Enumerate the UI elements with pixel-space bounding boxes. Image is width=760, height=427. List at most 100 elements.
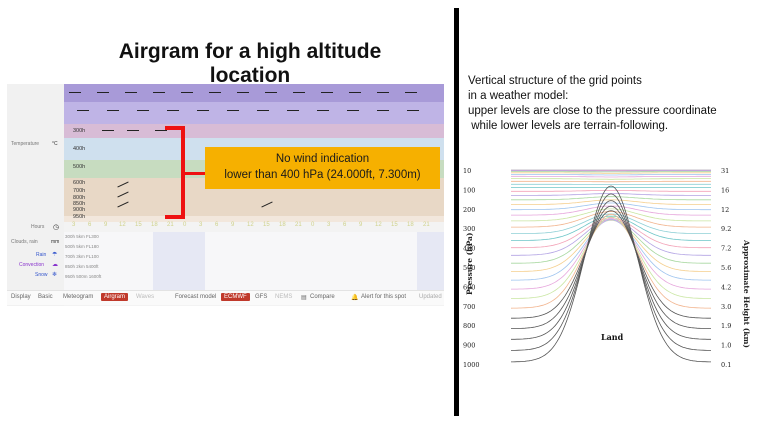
rain-icon: ☂ bbox=[52, 252, 58, 258]
meteogram-button[interactable]: Meteogram bbox=[63, 294, 94, 300]
vertical-divider bbox=[454, 8, 459, 416]
pressure-tick: 200 bbox=[463, 206, 475, 214]
description-line: Vertical structure of the grid points bbox=[468, 75, 642, 87]
hour-tick: 21 bbox=[167, 222, 174, 228]
height-tick: 5.6 bbox=[721, 264, 731, 272]
wind-barb bbox=[155, 130, 167, 131]
level-line bbox=[511, 193, 711, 351]
wind-barb bbox=[265, 92, 277, 93]
height-tick: 16 bbox=[721, 186, 729, 194]
red-brace-pointer bbox=[183, 172, 207, 175]
band-lavender bbox=[64, 102, 444, 124]
levels-svg: 10 100 200 300 400 500 600 700 800 900 1000 31 16 12 9… bbox=[463, 167, 751, 369]
hour-tick: 21 bbox=[295, 222, 302, 228]
level-line bbox=[511, 175, 711, 178]
wind-barb bbox=[287, 110, 299, 111]
hour-tick: 15 bbox=[391, 222, 398, 228]
level-line bbox=[511, 216, 711, 299]
hour-tick: 6 bbox=[88, 222, 92, 228]
wind-barb bbox=[237, 92, 249, 93]
description-line: while lower levels are terrain-following… bbox=[468, 120, 669, 132]
waves-button[interactable]: Waves bbox=[136, 294, 155, 300]
hours-row: 3 6 9 12 15 18 21 0 3 6 9 12 15 18 21 0 … bbox=[64, 222, 444, 232]
hour-tick: 9 bbox=[104, 222, 108, 228]
level-line bbox=[511, 218, 711, 256]
level-label: 600h bbox=[73, 180, 86, 186]
hour-tick: 3 bbox=[327, 222, 331, 228]
wind-barb bbox=[321, 92, 333, 93]
cloud-row-label: 300h 5km FL300 bbox=[65, 234, 99, 239]
wind-barb bbox=[167, 110, 179, 111]
level-line bbox=[511, 172, 711, 174]
wind-barb bbox=[293, 92, 305, 93]
hour-tick: 3 bbox=[72, 222, 76, 228]
pressure-tick: 800 bbox=[463, 322, 475, 330]
hour-tick: 15 bbox=[263, 222, 270, 228]
level-label: 300h bbox=[73, 128, 86, 134]
nems-button[interactable]: NEMS bbox=[275, 294, 293, 300]
wind-barb bbox=[102, 130, 114, 131]
compare-button[interactable]: Compare bbox=[310, 294, 335, 300]
level-line bbox=[511, 174, 711, 176]
hour-tick: 0 bbox=[183, 222, 187, 228]
pressure-tick: 300 bbox=[463, 225, 475, 233]
callout-line-2: lower than 400 hPa (24.000ft, 7.300m) bbox=[224, 169, 421, 181]
level-line bbox=[511, 200, 711, 340]
pressure-tick: 600 bbox=[463, 283, 475, 291]
hour-tick: 0 bbox=[311, 222, 315, 228]
level-line bbox=[511, 180, 711, 183]
level-label: 850h bbox=[73, 201, 86, 207]
height-tick: 1.9 bbox=[721, 322, 731, 330]
basic-button[interactable]: Basic bbox=[38, 294, 53, 300]
temperature-unit: °C bbox=[52, 141, 58, 147]
level-line bbox=[510, 213, 712, 309]
hour-tick: 6 bbox=[343, 222, 347, 228]
airgram-left-column: Temperature °C Hours ◷ Clouds, rain mm R… bbox=[7, 84, 64, 306]
alert-button[interactable]: Alert for this spot bbox=[361, 294, 407, 300]
airgram-widget: Temperature °C Hours ◷ Clouds, rain mm R… bbox=[7, 84, 444, 306]
cloud-row-label: 700h 3km FL100 bbox=[65, 254, 99, 259]
level-line bbox=[511, 215, 711, 241]
right-description: Vertical structure of the grid points in… bbox=[468, 74, 758, 134]
wind-barb bbox=[127, 130, 139, 131]
level-line bbox=[511, 219, 711, 272]
hour-tick: 18 bbox=[407, 222, 414, 228]
compare-icon: ▤ bbox=[301, 295, 307, 301]
hour-tick: 18 bbox=[151, 222, 158, 228]
level-line bbox=[511, 218, 711, 290]
level-line bbox=[511, 196, 711, 201]
hour-tick: 18 bbox=[279, 222, 286, 228]
rain-label: Rain bbox=[36, 252, 47, 258]
height-tick: 9.2 bbox=[721, 225, 731, 233]
ecmwf-button[interactable]: ECMWF bbox=[221, 293, 250, 301]
wind-barb bbox=[69, 92, 81, 93]
height-tick: 12 bbox=[721, 206, 729, 214]
description-line: upper levels are close to the pressure c… bbox=[468, 105, 717, 117]
red-brace-bottom bbox=[165, 215, 183, 219]
hour-tick: 15 bbox=[135, 222, 142, 228]
height-tick: 3.0 bbox=[721, 303, 731, 311]
height-tick: 7.2 bbox=[721, 245, 731, 253]
gfs-button[interactable]: GFS bbox=[255, 294, 268, 300]
callout-line-1: No wind indication bbox=[275, 153, 370, 165]
updated-label: Updated bbox=[419, 294, 442, 300]
wind-barb bbox=[137, 110, 149, 111]
level-line bbox=[511, 208, 711, 222]
wind-barb bbox=[405, 92, 417, 93]
forecast-model-label: Forecast model bbox=[175, 294, 217, 300]
cloud-row-label: 500h 5km FL180 bbox=[65, 244, 99, 249]
wind-barb bbox=[407, 110, 419, 111]
height-tick: 31 bbox=[721, 167, 729, 175]
vertical-levels-chart: 10 100 200 300 400 500 600 700 800 900 1000 31 16 12 9… bbox=[463, 160, 753, 375]
level-line bbox=[511, 205, 711, 329]
band-pink bbox=[64, 124, 444, 138]
height-tick: 1.0 bbox=[721, 342, 731, 350]
level-label: 800h bbox=[73, 195, 86, 201]
level-line bbox=[511, 217, 711, 249]
wind-barb bbox=[377, 92, 389, 93]
clouds-label: Clouds, rain bbox=[11, 239, 38, 245]
cloud-row-label: 950h 500m 1600ft bbox=[65, 274, 102, 279]
callout-box: No wind indication lower than 400 hPa (2… bbox=[205, 147, 440, 189]
clouds-unit: mm bbox=[51, 239, 60, 245]
airgram-button[interactable]: Airgram bbox=[101, 293, 129, 301]
